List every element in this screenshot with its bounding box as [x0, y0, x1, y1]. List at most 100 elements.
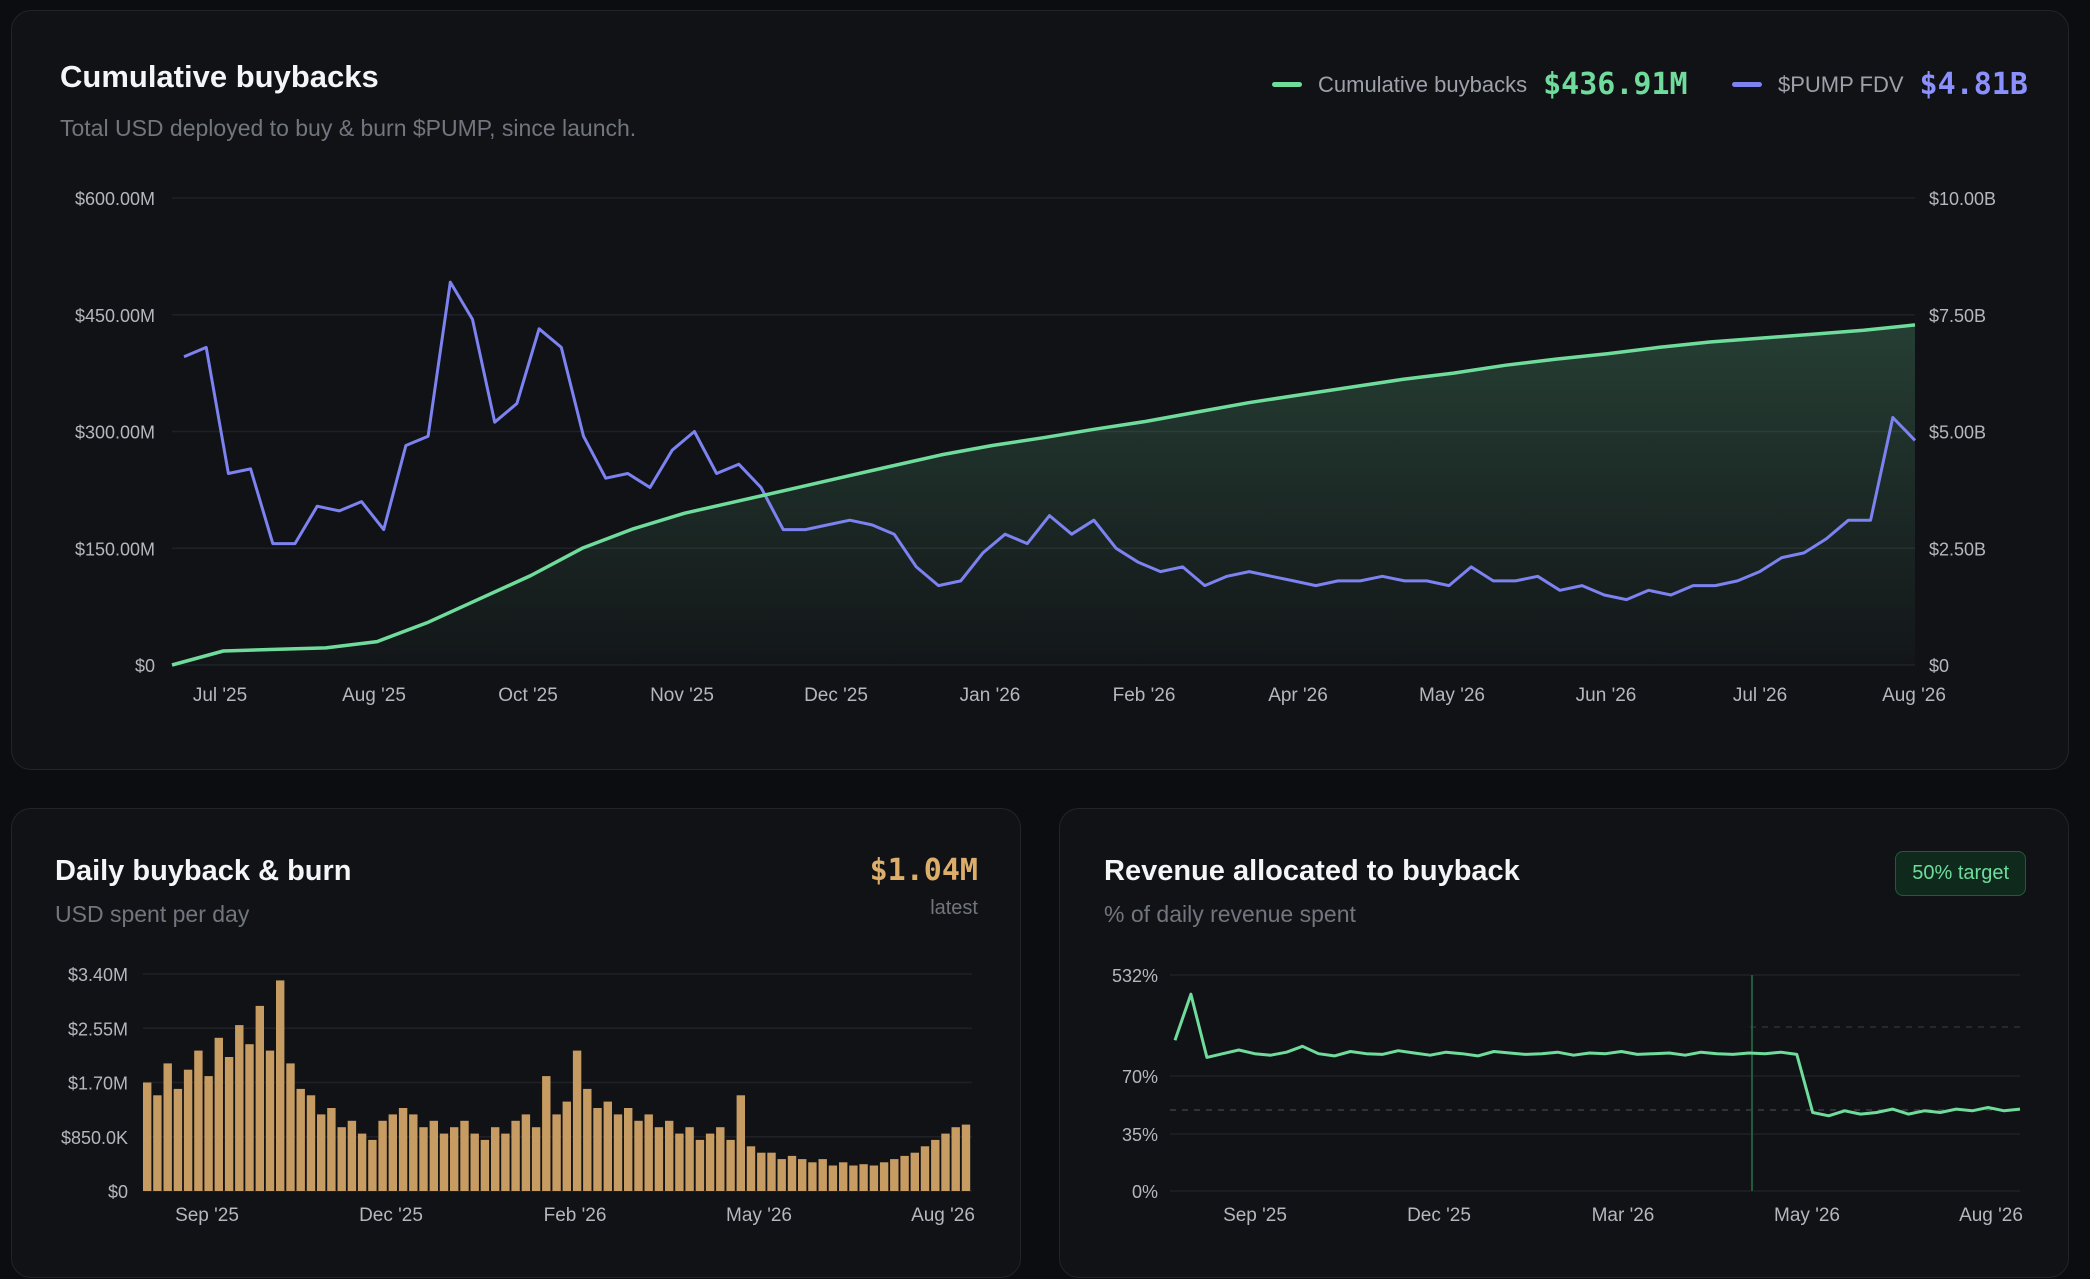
bar [726, 1139, 735, 1191]
bar [705, 1133, 715, 1191]
y-right-tick-label: $2.50B [1929, 539, 1986, 559]
cumulative-buybacks-area [172, 324, 1915, 665]
bar [153, 1095, 162, 1191]
bar [552, 1114, 561, 1191]
bar [143, 1082, 152, 1191]
y-left-tick-label: $600.00M [75, 189, 155, 209]
bar [235, 1025, 244, 1191]
bar [388, 1114, 397, 1191]
x-tick-label: Sep '25 [175, 1205, 239, 1226]
x-tick-label: Mar '26 [1592, 1205, 1655, 1226]
legend-swatch-purple [1732, 82, 1762, 87]
bar [409, 1114, 418, 1191]
bar [501, 1133, 510, 1191]
bar [941, 1133, 950, 1191]
bar [562, 1101, 571, 1191]
daily-buyback-title: Daily buyback & burn [55, 855, 352, 887]
y-tick-label: 35% [1122, 1125, 1158, 1145]
x-tick-label: Feb '26 [1113, 685, 1176, 706]
bar [624, 1108, 633, 1191]
bar [491, 1127, 500, 1191]
bar [460, 1120, 469, 1191]
bar [542, 1076, 551, 1191]
bar [634, 1120, 643, 1191]
bar [931, 1139, 940, 1191]
y-left-tick-label: $450.00M [75, 306, 155, 326]
bar [644, 1114, 653, 1191]
y-tick-label: $0 [108, 1182, 128, 1202]
bar [531, 1127, 541, 1191]
bar [961, 1124, 971, 1191]
legend-label: Cumulative buybacks [1318, 71, 1528, 97]
bar [378, 1120, 387, 1191]
bar [194, 1050, 203, 1191]
x-tick-label: Dec '25 [359, 1205, 423, 1226]
y-tick-label: 70% [1122, 1067, 1158, 1087]
bar [920, 1146, 930, 1191]
y-left-tick-label: $0 [135, 656, 155, 676]
revenue-allocated-line [1173, 992, 2021, 1118]
bar [900, 1155, 909, 1191]
bar [368, 1139, 377, 1191]
bar [470, 1133, 479, 1191]
bar [890, 1159, 899, 1191]
x-tick-label: Apr '26 [1268, 685, 1328, 706]
bar [511, 1120, 520, 1191]
cumulative-buybacks-subtitle: Total USD deployed to buy & burn $PUMP, … [60, 115, 637, 141]
x-tick-label: May '26 [726, 1205, 792, 1226]
y-tick-label: 0% [1132, 1182, 1158, 1202]
daily-buyback-subtitle: USD spent per day [55, 901, 250, 927]
bar [869, 1165, 879, 1191]
x-tick-label: Jul '26 [1733, 685, 1787, 706]
bar [521, 1114, 531, 1191]
daily-buyback-chart: $0 $850.0K $1.70M $2.55M $3.40M Sep '25 Dec '2… [61, 965, 975, 1226]
bar [767, 1152, 776, 1191]
x-tick-label: May '26 [1774, 1205, 1840, 1226]
bar [716, 1127, 725, 1191]
x-tick-label: Feb '26 [544, 1205, 607, 1226]
y-right-tick-label: $5.00B [1929, 423, 1986, 443]
y-right-tick-label: $0 [1929, 656, 1949, 676]
bar [429, 1120, 438, 1191]
bar [665, 1120, 674, 1191]
y-left-tick-label: $300.00M [75, 423, 155, 443]
bar [675, 1133, 684, 1191]
bar [879, 1162, 889, 1191]
daily-buyback-latest-value: $1.04M [869, 853, 978, 888]
bar [839, 1162, 848, 1191]
bar [818, 1159, 827, 1191]
legend-cumulative-buybacks: Cumulative buybacks $436.91M [1272, 67, 1688, 102]
bar [347, 1120, 357, 1191]
bar [777, 1159, 786, 1191]
x-tick-label: Aug '26 [1959, 1205, 2023, 1226]
revenue-allocated-subtitle: % of daily revenue spent [1104, 901, 1356, 927]
bar [695, 1139, 705, 1191]
x-tick-label: Jul '25 [193, 685, 247, 706]
y-right-tick-label: $10.00B [1929, 189, 1996, 209]
y-tick-label: $1.70M [68, 1074, 128, 1094]
bar [337, 1127, 346, 1191]
bar [798, 1159, 807, 1191]
bar [583, 1088, 592, 1191]
x-tick-label: Oct '25 [498, 685, 558, 706]
y-tick-label: 532% [1112, 966, 1158, 986]
x-tick-label: Aug '25 [342, 685, 406, 706]
bar [859, 1164, 868, 1191]
bar [849, 1165, 858, 1191]
revenue-allocated-chart: 0% 35% 70% 532% Sep '25 Dec '25 Mar '26 May '26… [1112, 966, 2023, 1226]
bar [757, 1152, 766, 1191]
bar [327, 1108, 336, 1191]
cumulative-buybacks-card: Cumulative buybacks Total USD deployed t… [11, 10, 2069, 770]
bar [746, 1146, 756, 1191]
bar [828, 1165, 838, 1191]
bar [480, 1139, 490, 1191]
legend-pump-fdv: $PUMP FDV $4.81B [1732, 67, 2028, 102]
cumulative-buybacks-title: Cumulative buybacks [60, 59, 379, 94]
bar [224, 1057, 234, 1191]
bar [787, 1155, 797, 1191]
bar [808, 1162, 817, 1191]
bar [613, 1114, 623, 1191]
bar [654, 1127, 664, 1191]
bar [572, 1050, 582, 1191]
daily-buyback-card: Daily buyback & burn USD spent per day $… [11, 808, 1021, 1278]
